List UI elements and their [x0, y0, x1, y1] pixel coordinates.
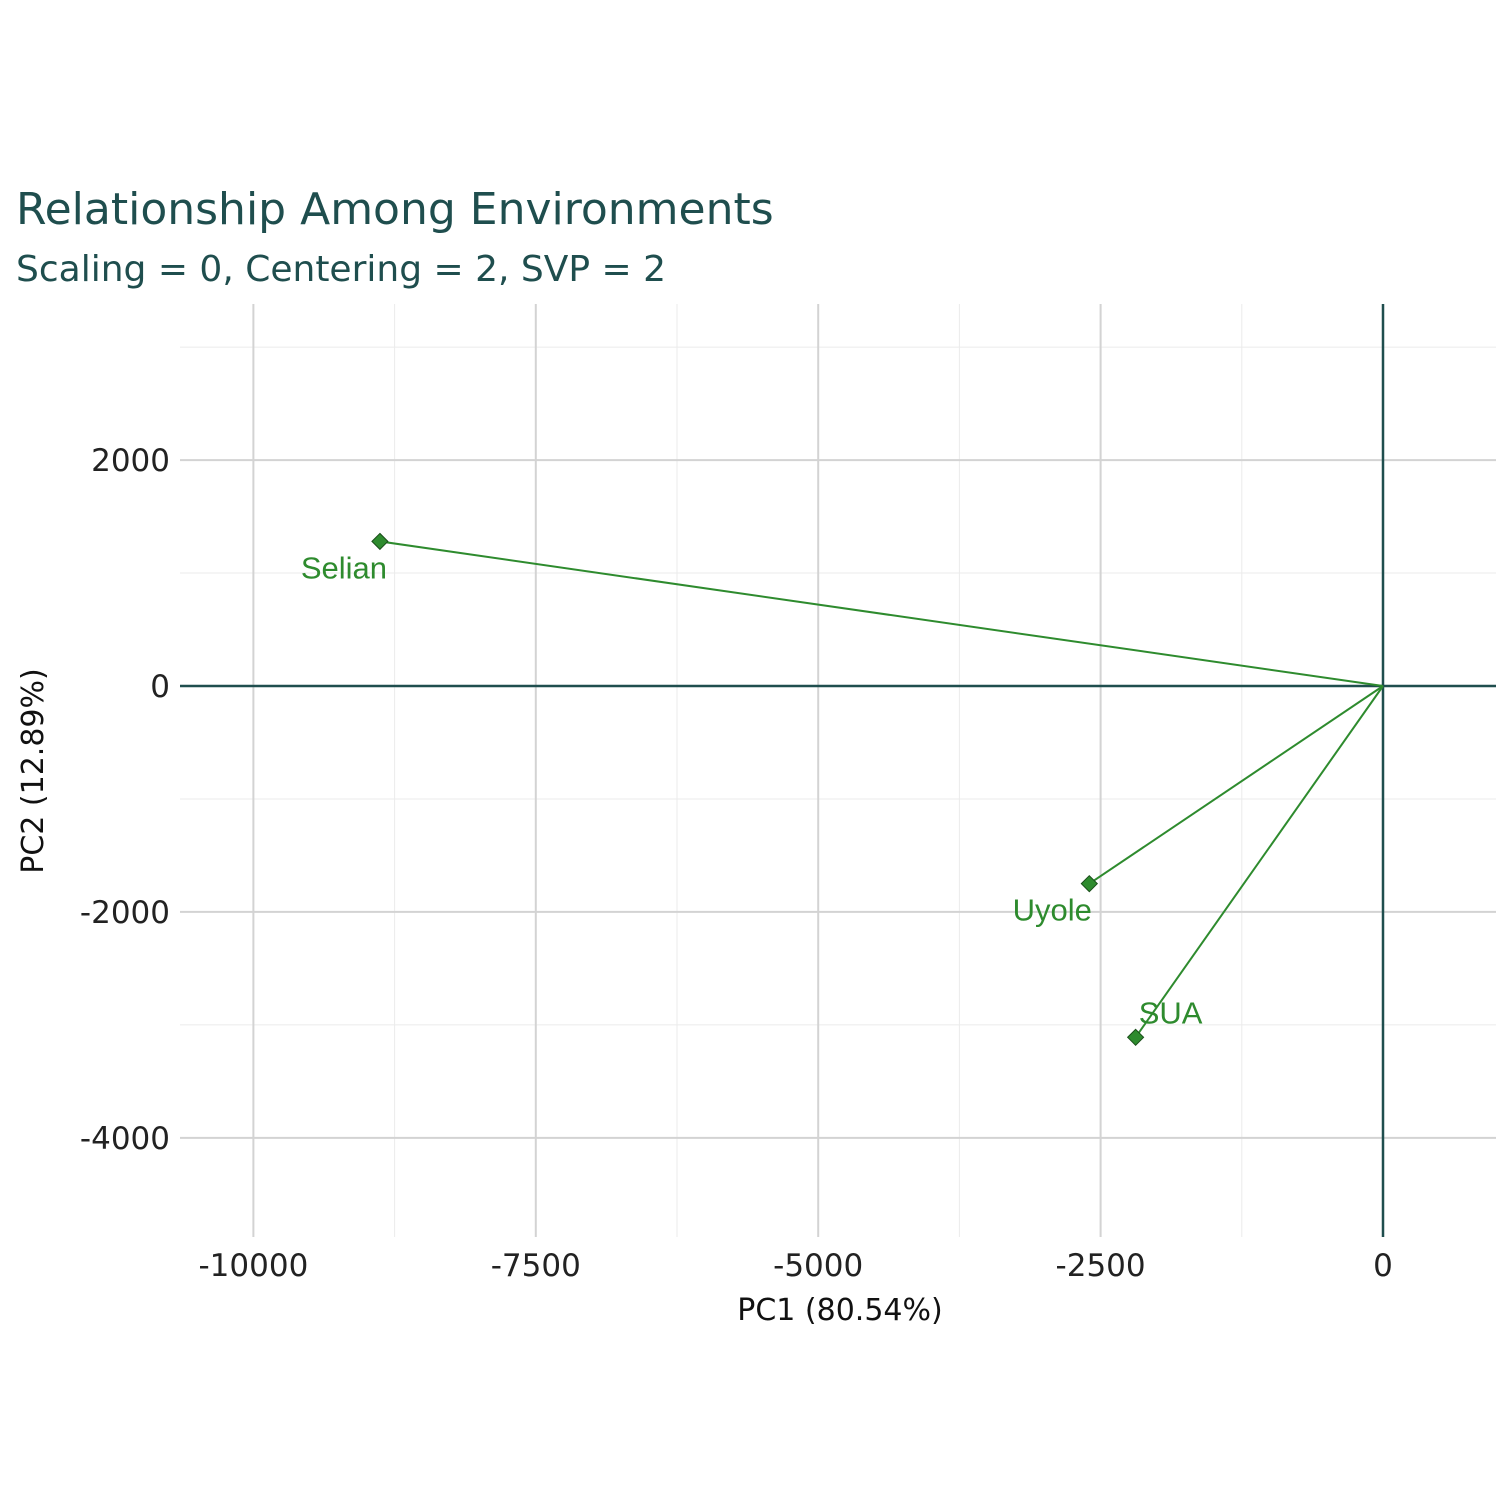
x-tick-label: 0: [1373, 1248, 1393, 1284]
x-tick-label: -7500: [491, 1248, 581, 1284]
point-marker-uyole: [1080, 874, 1099, 893]
plot-area: -10000 -7500 -5000 -2500 0 2000 0 -2000 -4000 Sel…: [80, 304, 1496, 1284]
point-label-uyole: Uyole: [1013, 893, 1092, 928]
x-tick-label: -10000: [198, 1248, 308, 1284]
vector-uyole: [1088, 685, 1384, 885]
point-label-sua: SUA: [1139, 995, 1203, 1030]
x-tick-label: -2500: [1056, 1248, 1146, 1284]
vector-sua: [1134, 685, 1384, 1038]
x-axis-title: PC1 (80.54%): [737, 1293, 942, 1328]
y-tick-label: 0: [150, 669, 170, 705]
y-tick-label: 2000: [91, 443, 170, 479]
point-marker-selian: [371, 532, 389, 551]
y-tick-label: -2000: [80, 895, 170, 931]
x-tick-label: -5000: [773, 1248, 863, 1284]
point-marker-sua: [1126, 1028, 1145, 1047]
y-tick-label: -4000: [80, 1121, 170, 1157]
chart-title: Relationship Among Environments: [16, 184, 774, 235]
y-axis-title: PC2 (12.89%): [16, 668, 51, 873]
chart-subtitle: Scaling = 0, Centering = 2, SVP = 2: [16, 249, 666, 290]
vector-selian: [379, 540, 1384, 687]
point-label-selian: Selian: [301, 550, 387, 585]
